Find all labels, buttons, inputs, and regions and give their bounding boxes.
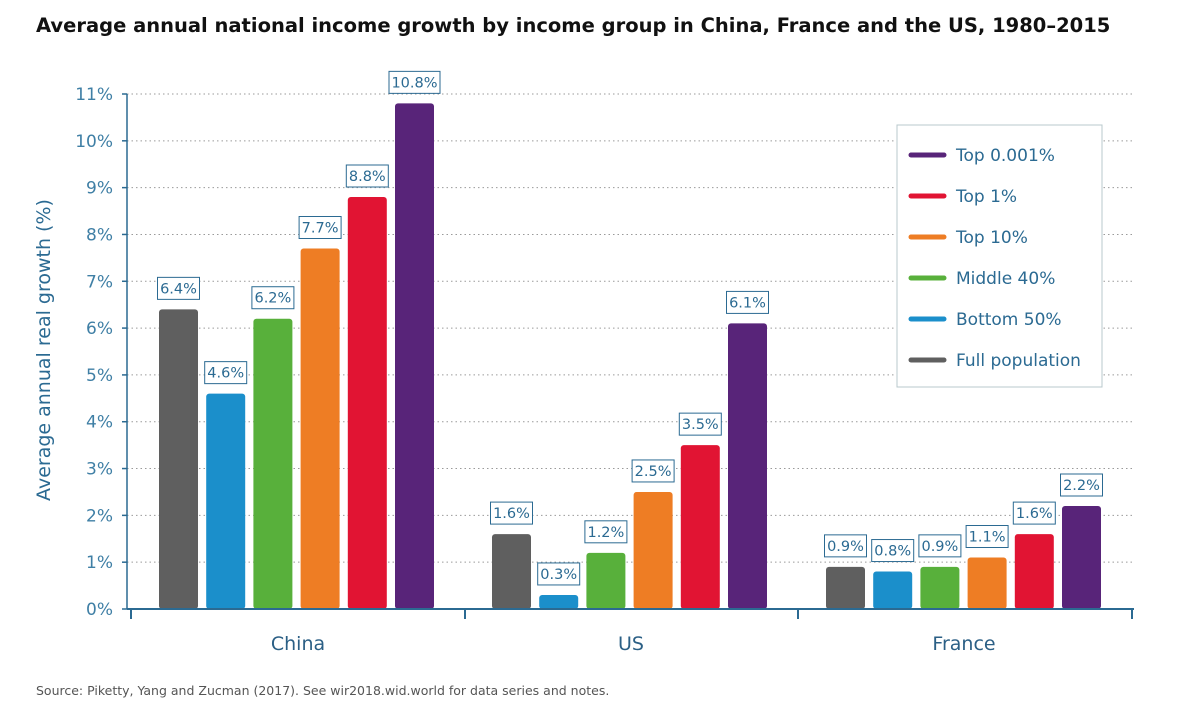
bar-france-top-10	[967, 557, 1007, 609]
data-label-box	[157, 276, 200, 300]
data-label-box	[965, 525, 1009, 548]
data-label-box	[537, 562, 581, 586]
data-label-china-full-population: 6.4%	[160, 281, 197, 297]
legend-label-middle-40: Middle 40%	[956, 269, 1055, 289]
bar-china-top-10	[300, 248, 340, 609]
data-label-us-middle-40: 1.2%	[587, 525, 624, 541]
y-tick-label: 4%	[86, 413, 113, 433]
x-category-label-china: China	[271, 633, 325, 655]
y-tick-label: 10%	[75, 132, 113, 152]
data-label-france-top-1: 1.6%	[1016, 506, 1053, 522]
data-label-box	[298, 216, 342, 239]
data-label-us-full-population: 1.6%	[493, 506, 530, 522]
y-tick-label: 5%	[86, 366, 113, 386]
gridlines	[127, 93, 1134, 563]
bar-china-top-0-001	[395, 103, 434, 609]
y-axis-label: Average annual real growth (%)	[33, 199, 55, 501]
data-label-box	[631, 459, 675, 483]
data-label-china-top-10: 7.7%	[302, 221, 339, 237]
data-label-box	[726, 290, 769, 314]
data-label-box	[251, 286, 295, 310]
y-tick-label: 11%	[75, 85, 113, 105]
data-label-box	[1012, 501, 1056, 525]
legend: Top 0.001% Top 1% Top 10% Middle 40% Bottom …	[896, 124, 1103, 388]
y-tick-label: 2%	[86, 506, 113, 526]
bar-france-top-1	[1014, 534, 1054, 609]
data-label-box	[584, 520, 628, 544]
data-label-box	[490, 501, 533, 525]
y-tick-label: 0%	[86, 600, 113, 620]
data-label-us-bottom-50: 0.3%	[540, 567, 577, 583]
legend-label-top-10: Top 10%	[955, 228, 1028, 248]
data-label-box	[678, 412, 722, 436]
bar-us-middle-40	[586, 552, 626, 609]
x-category-label-france: France	[932, 633, 995, 655]
bar-us-full-population	[492, 534, 531, 609]
legend-label-top-0-001: Top 0.001%	[955, 146, 1055, 166]
data-label-box	[824, 534, 867, 558]
y-tick-label: 6%	[86, 319, 113, 339]
data-label-china-middle-40: 6.2%	[254, 291, 291, 307]
data-label-china-bottom-50: 4.6%	[207, 366, 244, 382]
x-axis: China US France	[127, 608, 1134, 655]
bar-us-top-0-001	[728, 323, 767, 609]
source-note: Source: Piketty, Yang and Zucman (2017).…	[36, 683, 610, 698]
data-label-china-top-0-001: 10.8%	[391, 75, 437, 91]
bar-france-top-0-001	[1062, 506, 1101, 609]
bar-us-bottom-50	[539, 594, 579, 609]
data-label-box	[918, 534, 962, 558]
legend-label-bottom-50: Bottom 50%	[956, 310, 1062, 330]
y-axis: 0% 1% 2% 3% 4% 5% 6% 7% 8% 9% 10% 11% Average annual…	[33, 85, 128, 620]
bar-china-middle-40	[253, 318, 293, 609]
data-label-us-top-1: 3.5%	[682, 417, 719, 433]
bar-france-full-population	[826, 566, 865, 609]
data-label-box	[388, 70, 441, 94]
data-label-france-bottom-50: 0.8%	[874, 544, 911, 560]
data-label-box	[345, 164, 389, 188]
bar-france-middle-40	[920, 566, 960, 609]
bar-france-bottom-50	[873, 571, 913, 609]
y-tick-label: 3%	[86, 460, 113, 480]
x-category-label-us: US	[618, 633, 644, 655]
legend-label-full-population: Full population	[956, 351, 1081, 371]
bars	[159, 103, 1101, 609]
data-label-us-top-10: 2.5%	[635, 464, 672, 480]
y-tick-label: 7%	[86, 272, 113, 292]
data-label-france-full-population: 0.9%	[827, 539, 864, 555]
y-tick-label: 1%	[86, 553, 113, 573]
y-tick-label: 9%	[86, 179, 113, 199]
bar-china-full-population	[159, 309, 198, 609]
bar-china-bottom-50	[206, 393, 246, 609]
data-label-france-top-10: 1.1%	[969, 530, 1006, 546]
data-label-france-middle-40: 0.9%	[921, 539, 958, 555]
data-label-box	[204, 361, 248, 385]
data-labels: 6.4% 4.6% 6.2% 7.7% 8.8% 10.8% 1.6% 0.3% 1.2% 2.5…	[157, 70, 1103, 586]
bar-china-top-1	[347, 197, 387, 609]
bar-us-top-10	[633, 491, 673, 609]
legend-box	[896, 124, 1103, 388]
data-label-box	[871, 539, 915, 563]
data-label-china-top-1: 8.8%	[349, 169, 386, 185]
bar-us-top-1	[680, 445, 720, 609]
data-label-france-top-0-001: 2.2%	[1063, 478, 1100, 494]
chart-title: Average annual national income growth by…	[36, 14, 1111, 37]
data-label-box	[1060, 473, 1103, 497]
y-tick-label: 8%	[86, 225, 113, 245]
legend-label-top-1: Top 1%	[955, 187, 1017, 207]
data-label-us-top-0-001: 6.1%	[729, 295, 766, 311]
